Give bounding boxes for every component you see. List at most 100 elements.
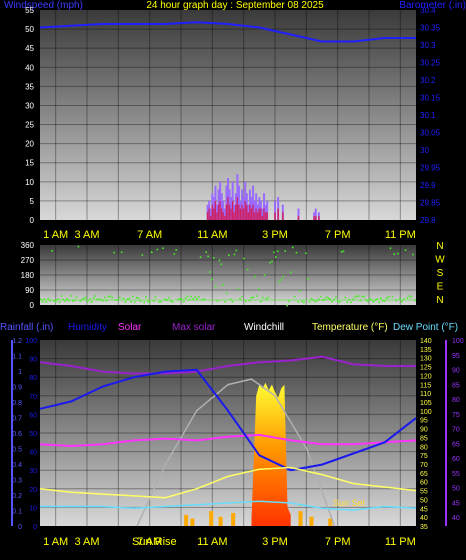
barometer-line	[39, 21, 416, 43]
temp-y-tick: 60	[420, 480, 428, 487]
purple-y-tick: 70	[452, 427, 460, 434]
direction-point	[203, 298, 206, 300]
direction-point	[222, 284, 224, 286]
direction-point	[224, 301, 226, 303]
humidity-y-tick: 20	[29, 487, 37, 494]
wind-y-tick: 0	[30, 216, 35, 225]
dewpoint-line	[40, 500, 417, 511]
direction-point	[190, 295, 192, 298]
direction-point	[344, 296, 347, 299]
direction-point	[218, 259, 221, 262]
direction-point	[83, 297, 85, 300]
humidity-y-tick: 0	[33, 524, 37, 531]
direction-point	[226, 292, 228, 295]
direction-point	[404, 249, 407, 251]
direction-point	[75, 296, 78, 299]
direction-point	[70, 295, 72, 297]
direction-point	[331, 300, 333, 303]
legend-entry: Rainfall (.in)	[0, 322, 53, 333]
direction-point	[329, 298, 332, 301]
direction-point	[175, 248, 177, 251]
rain-y-tick: 0.8	[12, 400, 22, 407]
direction-point	[259, 300, 262, 303]
direction-point	[87, 300, 89, 303]
temp-y-tick: 70	[420, 462, 428, 469]
direction-point	[51, 250, 53, 252]
purple-y-tick: 60	[452, 456, 460, 463]
direction-point	[212, 257, 215, 259]
direction-point	[306, 278, 309, 280]
humidity-line	[39, 368, 417, 472]
barometer-axis-title: Barometer (.in)	[399, 0, 466, 11]
direction-point	[228, 254, 230, 256]
baro-y-tick: 29.85	[420, 199, 441, 208]
direction-point	[143, 301, 145, 304]
direction-compass-label: E	[437, 282, 444, 293]
solar-bar	[184, 514, 189, 526]
baro-y-tick: 30.2	[420, 76, 436, 85]
direction-point	[160, 300, 162, 303]
direction-point	[269, 261, 271, 264]
temp-y-tick: 85	[420, 435, 428, 442]
direction-point	[100, 298, 102, 301]
direction-point	[387, 296, 390, 298]
direction-point	[363, 295, 365, 298]
direction-point	[167, 296, 170, 299]
direction-point	[297, 301, 300, 303]
direction-point	[197, 296, 200, 298]
direction-point	[85, 296, 87, 299]
humidity-y-tick: 90	[29, 357, 37, 364]
direction-point	[263, 274, 266, 277]
rain-y-tick: 0.1	[12, 509, 22, 516]
direction-point	[350, 301, 352, 304]
direction-point	[94, 295, 97, 297]
rain-y-tick: 0.6	[12, 431, 22, 438]
purple-y-tick: 50	[452, 486, 460, 493]
x-tick-label: 11 PM	[385, 536, 416, 548]
baro-y-tick: 30.4	[420, 6, 436, 15]
rain-y-tick: 0.9	[12, 385, 22, 392]
temperature-line	[39, 466, 417, 499]
direction-point	[340, 251, 343, 253]
baro-y-tick: 30.35	[420, 24, 441, 33]
purple-y-tick: 100	[452, 338, 464, 345]
direction-point	[122, 297, 125, 300]
direction-point	[369, 297, 371, 300]
direction-point	[353, 296, 356, 299]
direction-point	[412, 253, 414, 256]
temp-y-tick: 75	[420, 453, 428, 460]
direction-point	[291, 246, 294, 249]
direction-point	[241, 295, 243, 298]
direction-point	[378, 301, 380, 304]
direction-point	[109, 295, 112, 298]
purple-line	[39, 355, 416, 375]
direction-point	[192, 298, 194, 300]
direction-point	[211, 278, 213, 281]
direction-point	[229, 298, 232, 301]
purple-y-tick: 40	[452, 515, 460, 522]
rain-y-tick: 0.3	[12, 478, 22, 485]
direction-point	[282, 275, 285, 278]
rain-y-tick: 1.1	[12, 354, 22, 361]
wind-y-tick: 55	[25, 6, 34, 15]
direction-point	[134, 301, 136, 304]
solar-bar	[190, 518, 195, 526]
direction-point	[308, 301, 311, 303]
baro-y-tick: 30.15	[420, 94, 441, 103]
temp-y-tick: 50	[420, 497, 428, 504]
direction-point	[265, 297, 268, 300]
temp-y-tick: 45	[420, 506, 428, 513]
direction-point	[214, 285, 217, 288]
direction-point	[171, 301, 174, 303]
direction-point	[288, 300, 290, 303]
direction-compass-label: N	[436, 295, 443, 306]
direction-point	[55, 300, 57, 303]
direction-point	[47, 297, 50, 300]
direction-compass-label: N	[436, 241, 443, 252]
temp-y-tick: 120	[420, 373, 432, 380]
direction-point	[137, 297, 140, 299]
chart-title: 24 hour graph day : September 08 2025	[146, 0, 324, 11]
direction-point	[380, 297, 382, 300]
temp-y-tick: 115	[420, 382, 431, 389]
direction-point	[252, 296, 255, 298]
